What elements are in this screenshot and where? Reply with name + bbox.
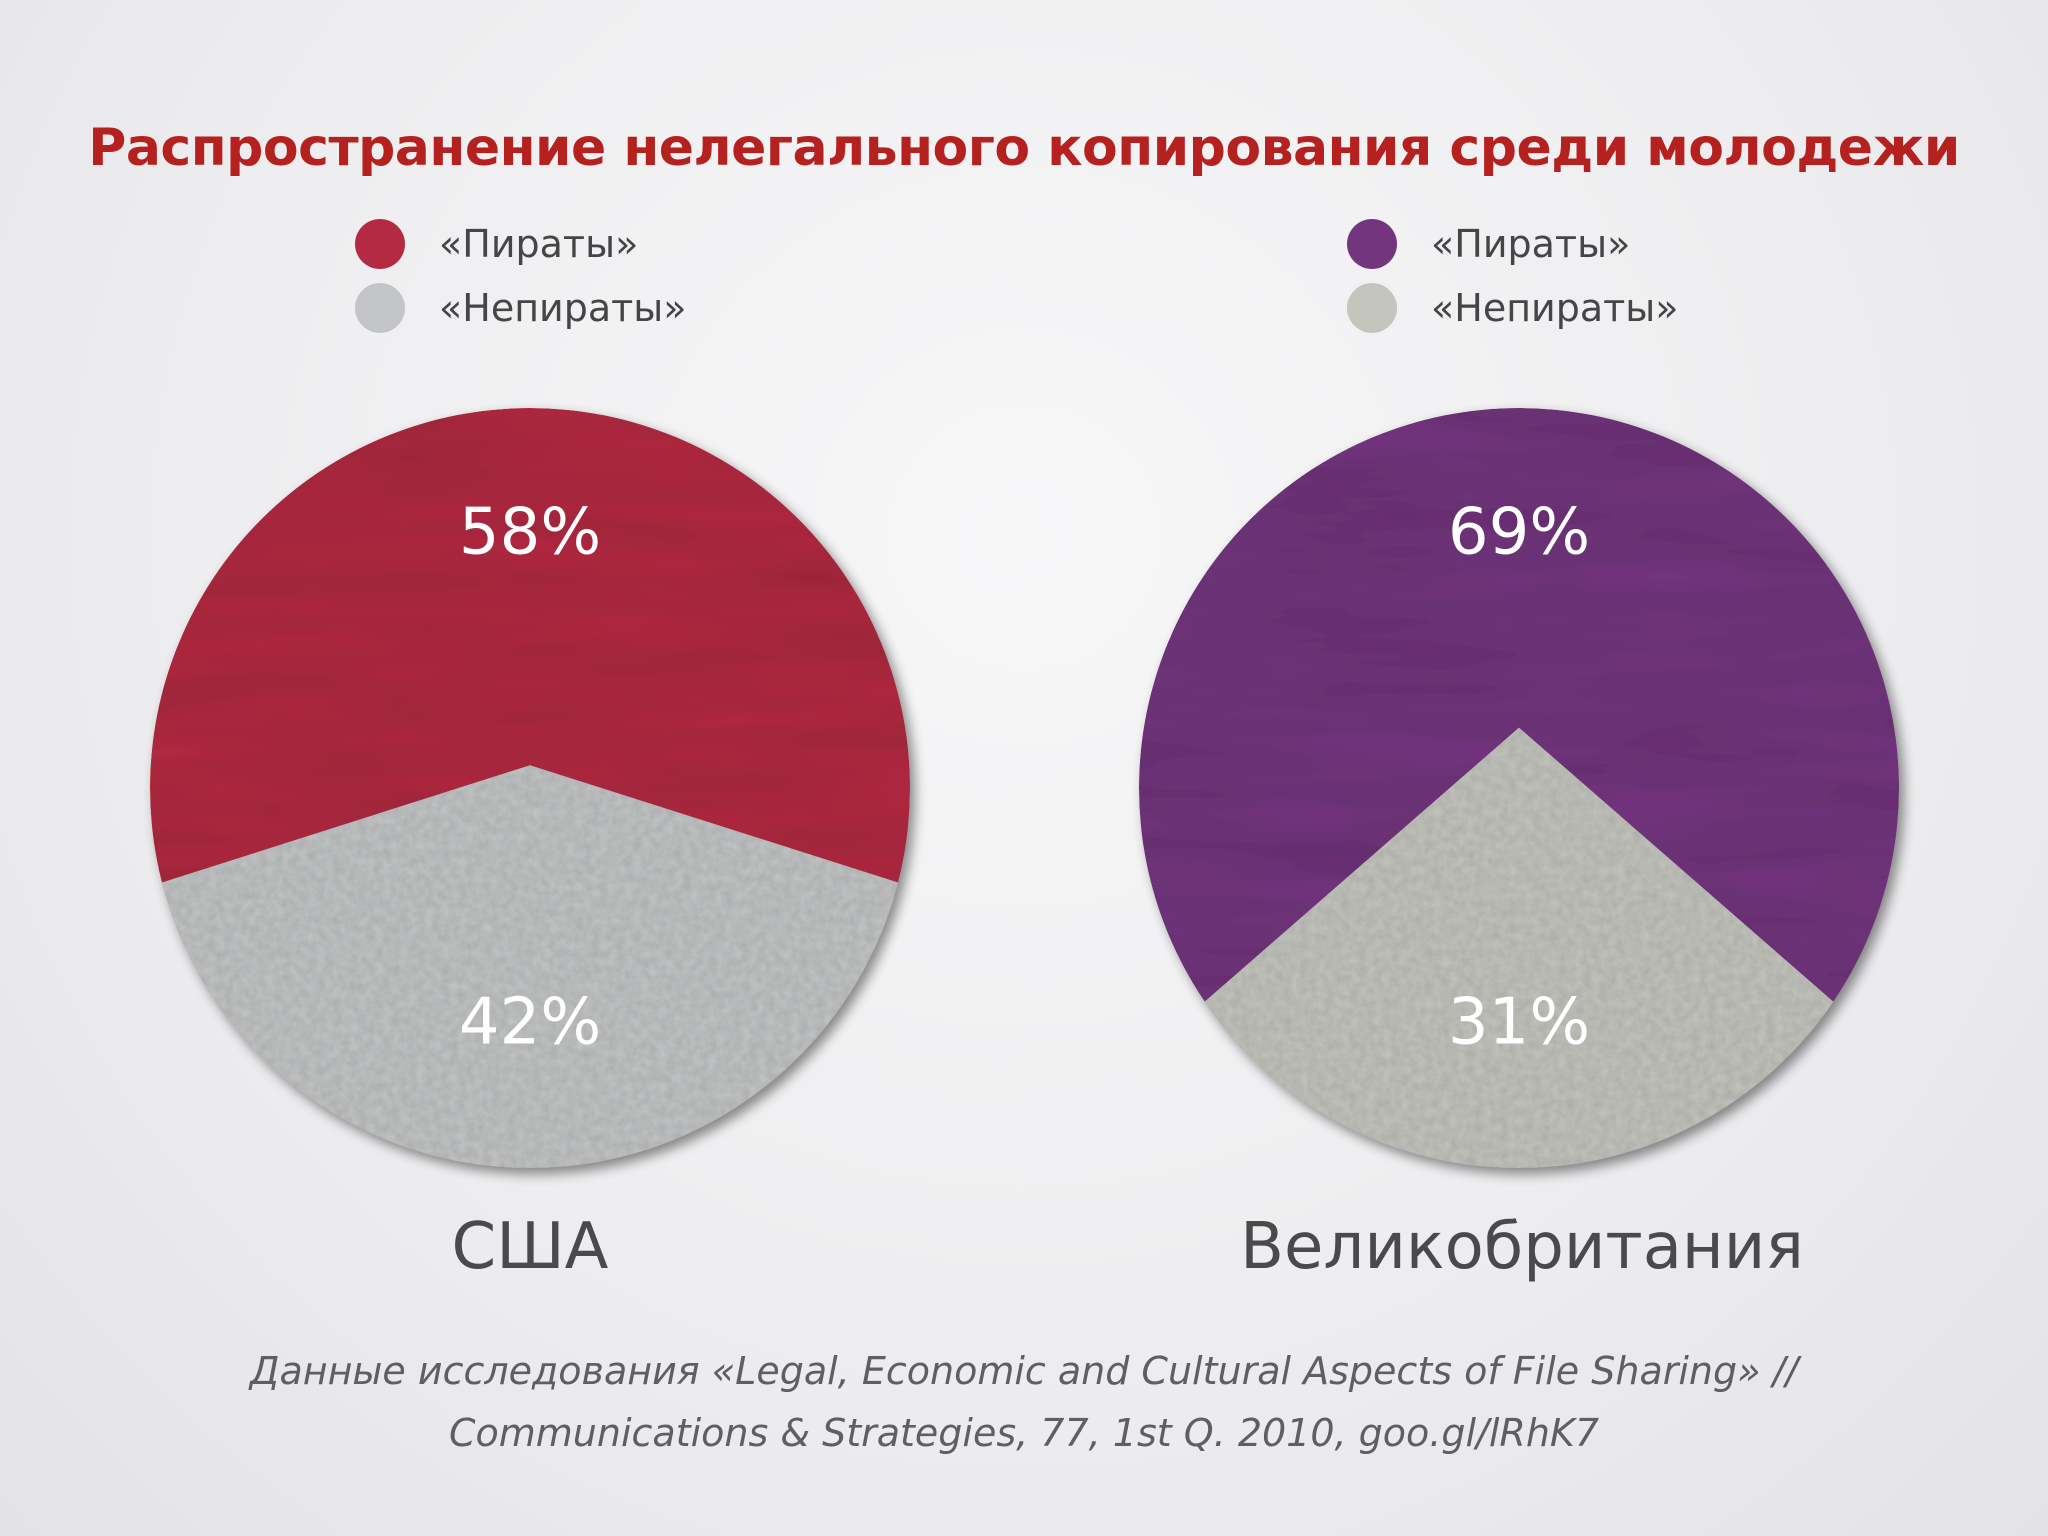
pie-title-uk: Великобритания	[1240, 1210, 1804, 1284]
legend-label-pirates: «Пираты»	[1431, 222, 1631, 266]
value-label-pirates: 58%	[459, 496, 601, 570]
pie-title-usa: США	[451, 1210, 609, 1284]
source-note: Данные исследования «Legal, Economic and…	[0, 1340, 2048, 1464]
legend-label-non-pirates: «Непираты»	[439, 286, 687, 330]
legend-label-pirates: «Пираты»	[439, 222, 639, 266]
value-label-non-pirates: 42%	[459, 986, 601, 1060]
legend-label-non-pirates: «Непираты»	[1431, 286, 1679, 330]
value-label-non-pirates: 31%	[1448, 986, 1590, 1060]
chart-title: Распространение нелегального копирования…	[88, 118, 1960, 178]
pie-body-usa	[150, 408, 910, 1168]
source-line-1: Данные исследования «Legal, Economic and…	[249, 1349, 1799, 1393]
legend-swatch-non-pirates	[355, 283, 405, 333]
pie-uk: 69% 31%	[1139, 408, 1899, 1168]
legend-uk: «Пираты» «Непираты»	[1347, 212, 1679, 340]
legend-swatch-pirates	[1347, 219, 1397, 269]
legend-item-pirates: «Пираты»	[355, 212, 687, 276]
legend-item-non-pirates: «Непираты»	[355, 276, 687, 340]
pie-usa: 58% 42%	[150, 408, 910, 1168]
legend-usa: «Пираты» «Непираты»	[355, 212, 687, 340]
legend-item-pirates: «Пираты»	[1347, 212, 1679, 276]
legend-swatch-non-pirates	[1347, 283, 1397, 333]
value-label-pirates: 69%	[1448, 496, 1590, 570]
legend-item-non-pirates: «Непираты»	[1347, 276, 1679, 340]
source-line-2: Communications & Strategies, 77, 1st Q. …	[448, 1411, 1600, 1455]
legend-swatch-pirates	[355, 219, 405, 269]
